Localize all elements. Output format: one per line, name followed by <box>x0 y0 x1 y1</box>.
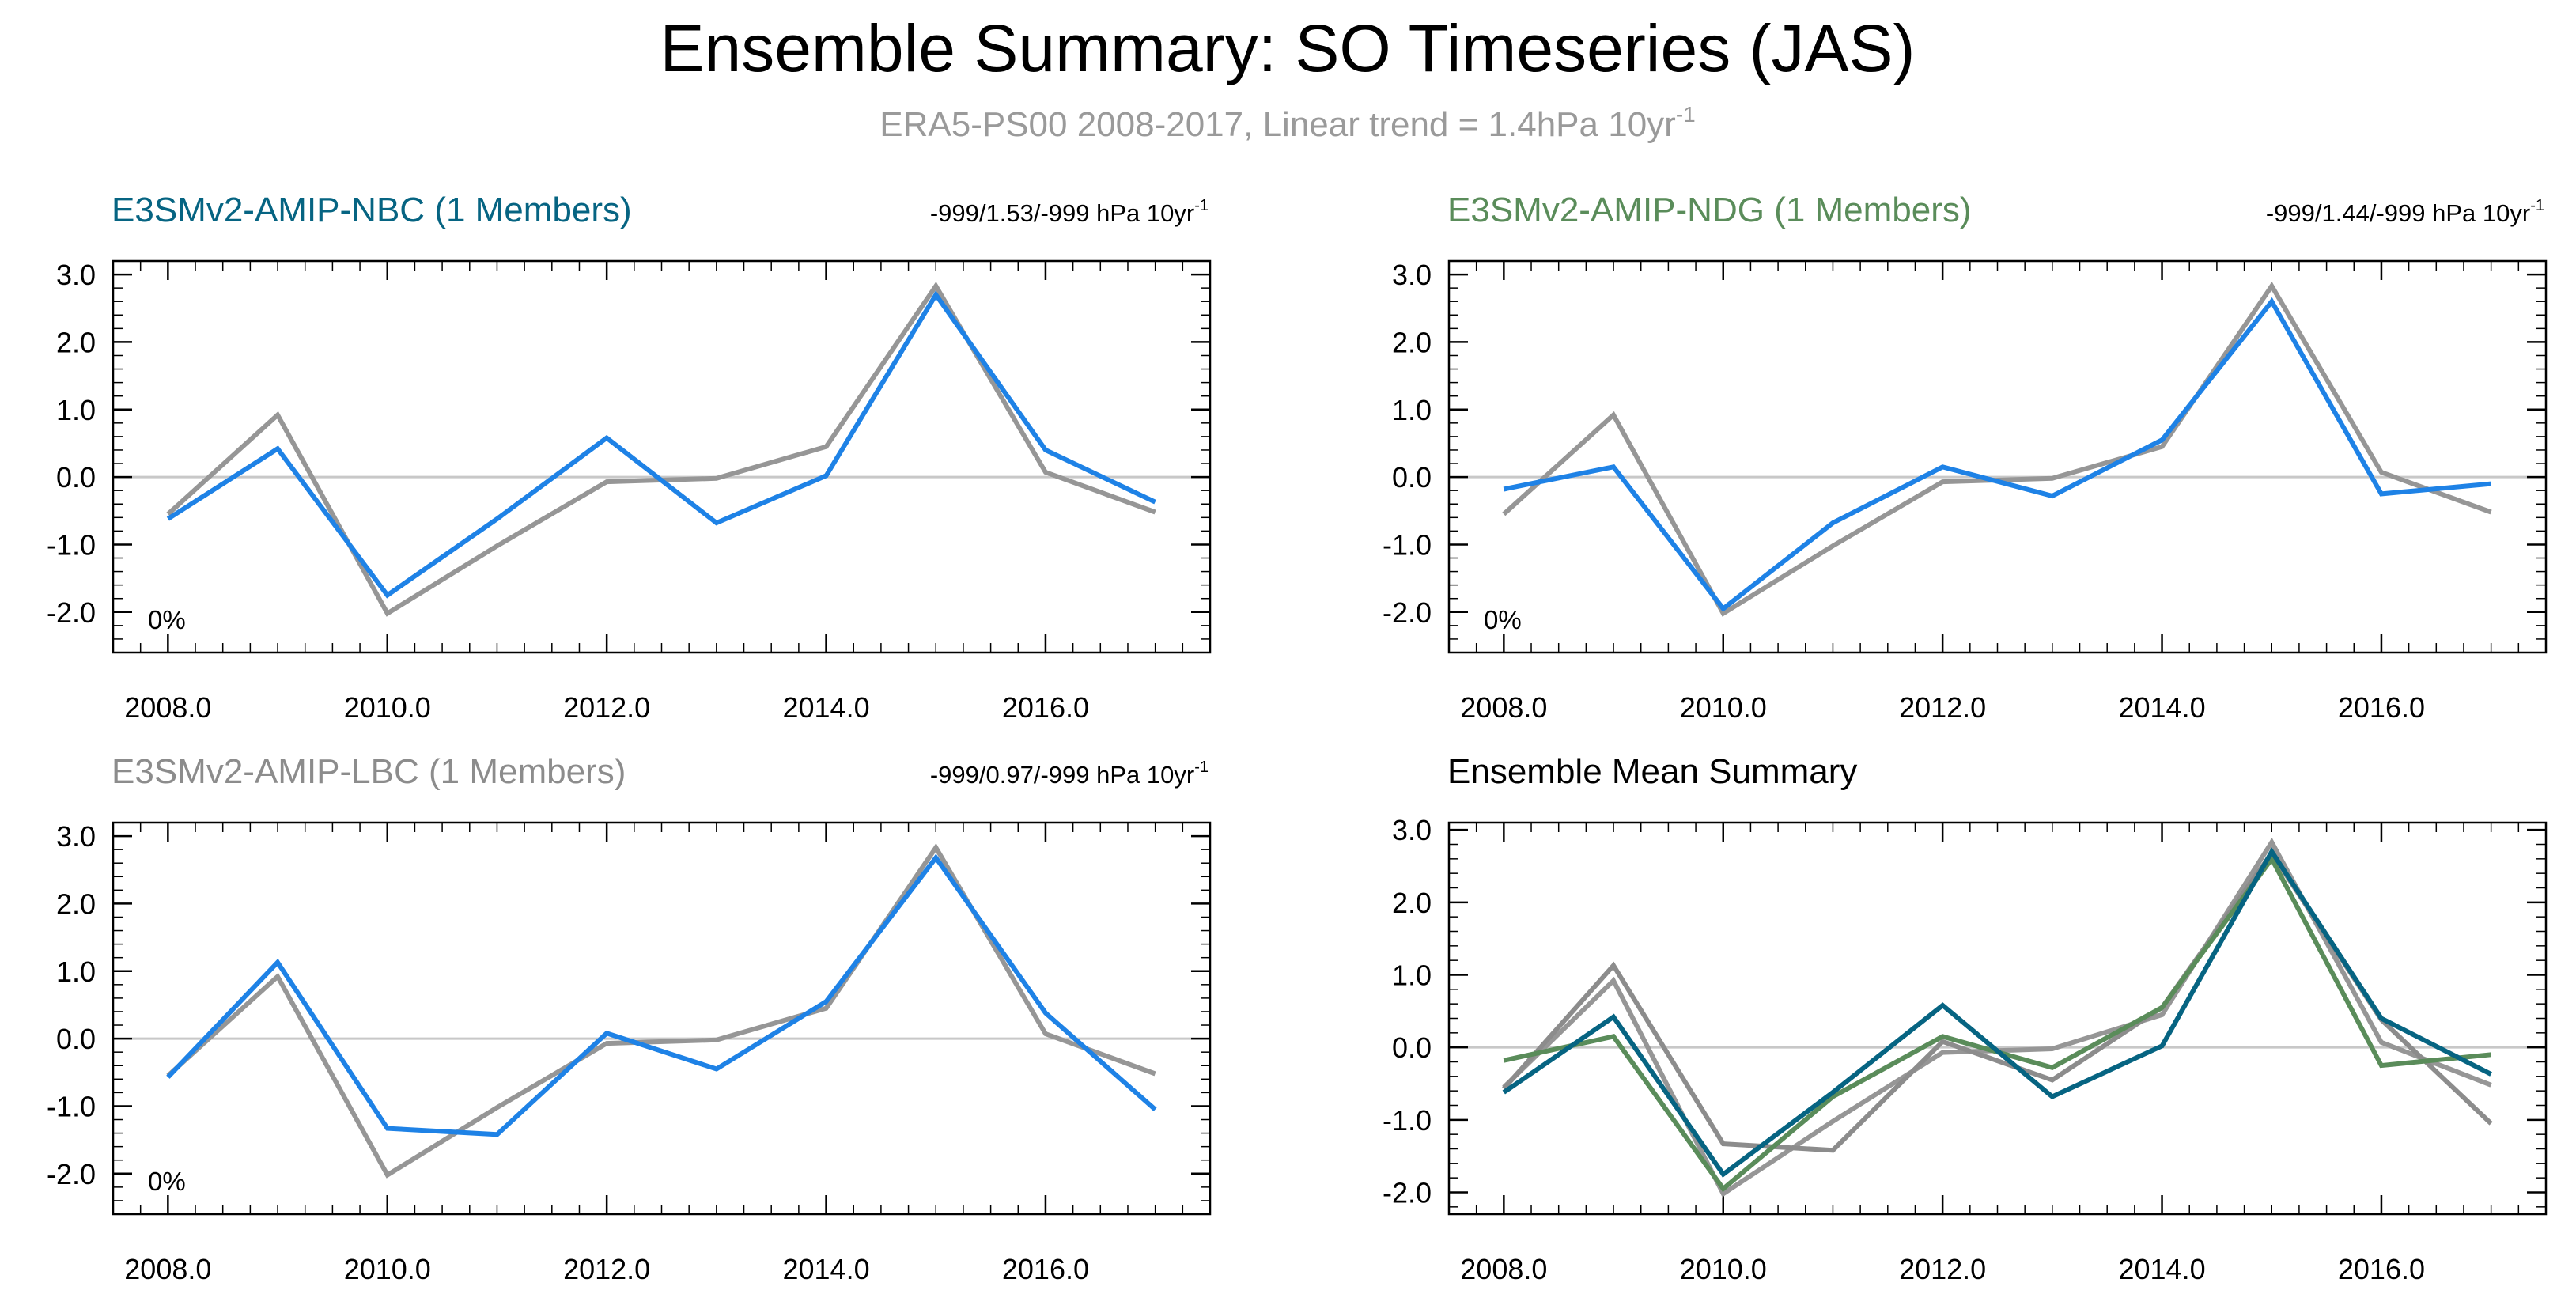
y-tick-label: 1.0 <box>56 955 96 988</box>
panel-trend-label: -999/1.44/-999 hPa 10yr-1 <box>2266 197 2544 227</box>
trend-label-text: -999/1.44/-999 hPa 10yr <box>2266 199 2530 227</box>
y-tick-label: -2.0 <box>47 1158 96 1190</box>
x-tick-label: 2016.0 <box>1002 1253 1089 1285</box>
x-tick-label: 2008.0 <box>124 1253 211 1285</box>
trend-label-sup: -1 <box>1194 759 1209 776</box>
y-tick-label: 1.0 <box>1392 394 1432 426</box>
panels: E3SMv2-AMIP-NBC (1 Members) -999/1.53/-99… <box>47 191 2548 1285</box>
chart-panel-lbc: E3SMv2-AMIP-LBC (1 Members) -999/0.97/-99… <box>47 752 1212 1285</box>
y-tick-label: 2.0 <box>1392 326 1432 358</box>
y-tick-label: 2.0 <box>56 326 96 358</box>
trend-label-text: -999/0.97/-999 hPa 10yr <box>930 761 1194 789</box>
y-tick-label: -2.0 <box>1383 596 1432 629</box>
x-tick-label: 2016.0 <box>2338 691 2425 724</box>
series-line-era5-ps00 <box>166 843 1156 1179</box>
x-tick-label: 2012.0 <box>1899 1253 1986 1285</box>
panel-title: E3SMv2-AMIP-NBC (1 Members) <box>112 191 632 229</box>
chart-panel-ensemble-mean: Ensemble Mean Summary -2.0 -1.0 0.0 1.0 2.0 3.… <box>1383 752 2548 1285</box>
series-line-e3smv2-amip-lbc <box>166 853 1157 1137</box>
x-tick-label: 2010.0 <box>344 691 431 724</box>
y-tick-label: -1.0 <box>1383 1104 1432 1137</box>
figure-subtitle-main: ERA5-PS00 2008-2017, Linear trend = 1.4h… <box>879 105 1676 144</box>
panel-annotation: 0% <box>148 605 186 634</box>
y-tick-label: 0.0 <box>1392 461 1432 494</box>
y-tick-label: -2.0 <box>47 596 96 629</box>
y-tick-label: -2.0 <box>1383 1177 1432 1209</box>
panel-title: E3SMv2-AMIP-NDG (1 Members) <box>1447 191 1972 229</box>
chart-panel-ndg: E3SMv2-AMIP-NDG (1 Members) -999/1.44/-99… <box>1383 191 2548 724</box>
series-line-e3smv2-amip-lbc <box>1502 849 2493 1153</box>
x-tick-label: 2010.0 <box>1680 691 1767 724</box>
x-tick-label: 2010.0 <box>1680 1253 1767 1285</box>
series-line-era5-ps00 <box>166 282 1156 617</box>
y-tick-label: 2.0 <box>56 887 96 920</box>
y-tick-label: 3.0 <box>56 820 96 853</box>
panel-trend-label: -999/1.53/-999 hPa 10yr-1 <box>930 197 1209 227</box>
series-line-e3smv2-amip-nbc <box>1502 846 2492 1178</box>
series-line-e3smv2-amip-nbc <box>166 290 1156 599</box>
chart-panel-nbc: E3SMv2-AMIP-NBC (1 Members) -999/1.53/-99… <box>47 191 1212 724</box>
x-tick-label: 2014.0 <box>2118 1253 2205 1285</box>
y-tick-label: 0.0 <box>56 1023 96 1055</box>
series-line-era5-ps00 <box>1502 837 2492 1198</box>
figure-subtitle-sup: -1 <box>1676 102 1696 127</box>
series-line-era5-ps00 <box>1502 282 2492 617</box>
y-tick-label: 3.0 <box>1392 259 1432 291</box>
y-tick-label: 3.0 <box>1392 814 1432 846</box>
x-tick-label: 2008.0 <box>1460 691 1547 724</box>
trend-label-sup: -1 <box>1194 197 1209 214</box>
trend-label-sup: -1 <box>2530 197 2544 214</box>
y-tick-label: 0.0 <box>1392 1031 1432 1064</box>
y-tick-label: 1.0 <box>1392 959 1432 992</box>
panel-trend-label: -999/0.97/-999 hPa 10yr-1 <box>930 759 1209 789</box>
plot-frame <box>112 259 1212 654</box>
y-tick-label: 1.0 <box>56 394 96 426</box>
x-tick-label: 2016.0 <box>1002 691 1089 724</box>
figure-subtitle: ERA5-PS00 2008-2017, Linear trend = 1.4h… <box>879 102 1695 144</box>
plot-frame <box>1447 259 2548 654</box>
x-tick-label: 2014.0 <box>782 691 869 724</box>
x-tick-label: 2012.0 <box>563 691 650 724</box>
x-tick-label: 2012.0 <box>1899 691 1986 724</box>
figure-title: Ensemble Summary: SO Timeseries (JAS) <box>660 11 1915 85</box>
x-tick-label: 2012.0 <box>563 1253 650 1285</box>
x-tick-label: 2008.0 <box>124 691 211 724</box>
x-tick-label: 2008.0 <box>1460 1253 1547 1285</box>
x-tick-label: 2010.0 <box>344 1253 431 1285</box>
series-line-e3smv2-amip-ndg <box>1503 297 2491 612</box>
panel-annotation: 0% <box>148 1167 186 1196</box>
plot-frame <box>1447 821 2548 1216</box>
y-tick-label: -1.0 <box>47 1090 96 1122</box>
plot-frame <box>112 821 1212 1216</box>
y-tick-label: -1.0 <box>1383 528 1432 561</box>
panel-title: E3SMv2-AMIP-LBC (1 Members) <box>112 752 626 791</box>
x-tick-label: 2014.0 <box>782 1253 869 1285</box>
trend-label-text: -999/1.53/-999 hPa 10yr <box>930 199 1194 227</box>
x-tick-label: 2016.0 <box>2338 1253 2425 1285</box>
y-tick-label: 3.0 <box>56 259 96 291</box>
y-tick-label: 2.0 <box>1392 887 1432 919</box>
panel-annotation: 0% <box>1484 605 1522 634</box>
x-tick-label: 2014.0 <box>2118 691 2205 724</box>
y-tick-label: -1.0 <box>47 528 96 561</box>
y-tick-label: 0.0 <box>56 461 96 494</box>
panel-title: Ensemble Mean Summary <box>1447 752 1857 791</box>
